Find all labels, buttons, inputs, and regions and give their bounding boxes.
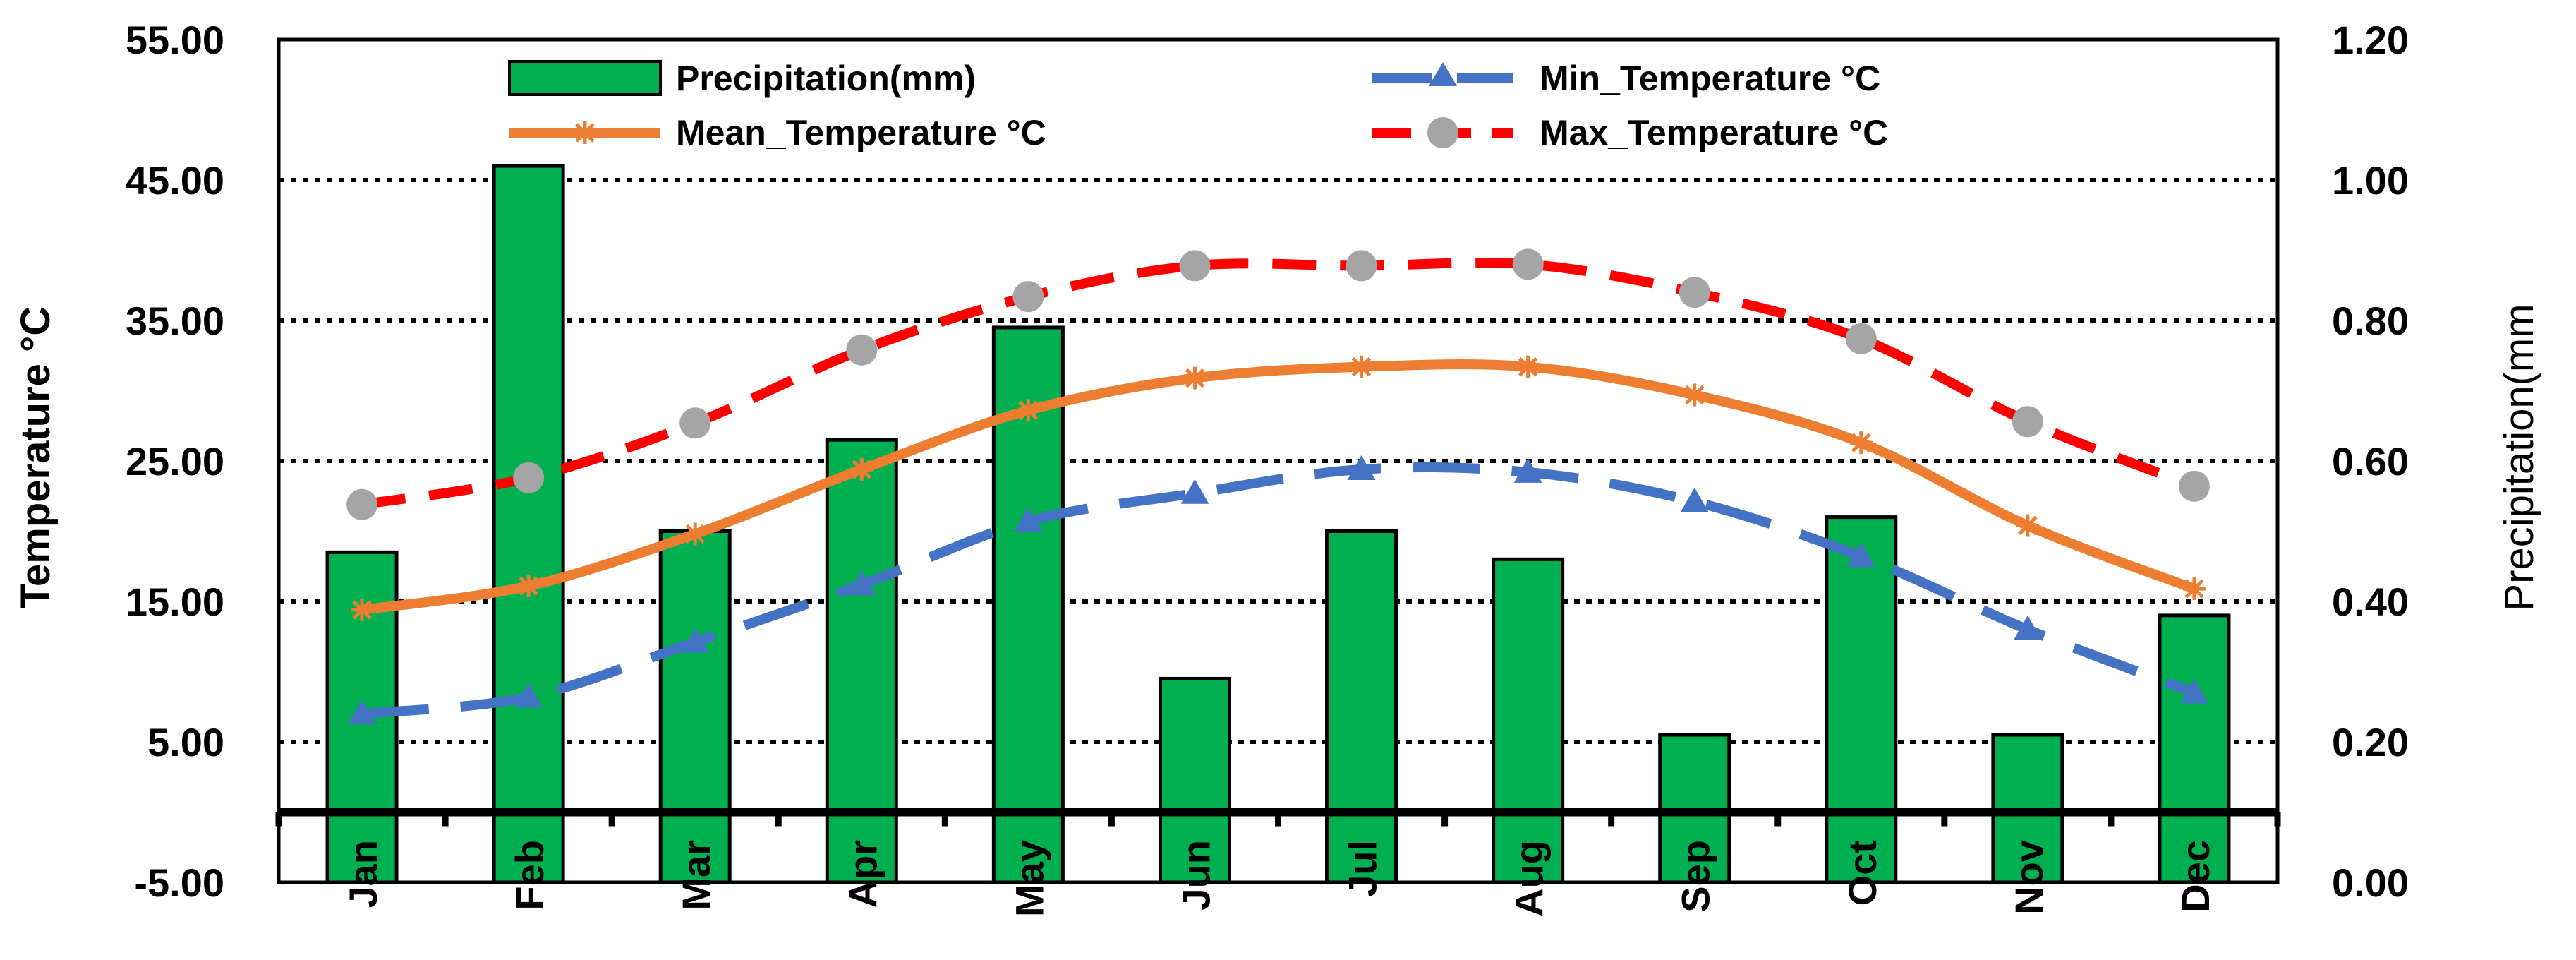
legend-swatch-precipitation (508, 60, 662, 96)
mean-temperature-c-marker-oct (1849, 431, 1873, 455)
mean-temperature-c-marker-nov (2016, 514, 2039, 537)
max-temperature-c-marker-aug (1512, 248, 1544, 280)
max-temperature-c-marker-feb (513, 462, 545, 493)
min-temperature-c-marker-sep (1680, 487, 1709, 512)
mean-temperature-c-marker-jan (351, 598, 374, 621)
mean-temperature-c-marker-may (1017, 399, 1040, 422)
y-left-axis-title: Temperature °C (13, 306, 59, 608)
max-temperature-c-line (361, 258, 2196, 510)
min-temperature-c-marker-nov (2013, 615, 2042, 640)
max-temperature-c-marker-apr (846, 334, 878, 366)
x-tick-label-jun: Jun (1173, 840, 1218, 911)
mean-temperature-c-line (361, 359, 2196, 615)
precipitation-bar-oct (1825, 515, 1898, 884)
temperature-lines (346, 248, 2210, 725)
mean-temperature-c-marker-dec (2182, 577, 2206, 601)
x-tick-label-sep: Sep (1674, 840, 1718, 913)
y-left-tick-label-6: -5.00 (134, 860, 224, 905)
min-temperature-c-marker-feb (514, 683, 543, 708)
x-tick-label-aug: Aug (1507, 840, 1552, 917)
precipitation-bar-dec (2158, 613, 2231, 884)
legend-marker-max-temperature (1427, 117, 1458, 148)
precipitation-bar-mar (658, 529, 732, 884)
axes: 55.00 45.00 35.00 25.00 15.00 5.00 -5.00 1.20 1.… (126, 18, 2409, 917)
legend-item-precipitation: Precipitation(mm) (508, 59, 976, 98)
mean-temperature-c-marker-jul (1350, 355, 1373, 378)
mean-temperature-c-marker-apr (850, 457, 873, 481)
x-tick-label-feb: Feb (507, 840, 552, 911)
min-temperature-c-marker-jun (1180, 479, 1209, 504)
max-temperature-c-marker-nov (2012, 406, 2043, 438)
legend: Precipitation(mm) Min_Temperature °C Mea… (508, 59, 1888, 152)
y-right-tick-label-0: 1.20 (2332, 18, 2409, 62)
zero-line-layer (275, 808, 2281, 827)
max-temperature-c-marker-sep (1679, 277, 1710, 308)
min-temperature-c-marker-apr (847, 570, 876, 596)
legend-label-min-temperature: Min_Temperature °C (1540, 59, 1880, 98)
x-tick-label-jan: Jan (341, 840, 385, 908)
mean-temperature-c-marker-aug (1516, 355, 1540, 378)
max-temperature-c-marker-mar (679, 407, 711, 439)
legend-item-min-temperature: Min_Temperature °C (1372, 59, 1880, 98)
min-temperature-c-marker-dec (2179, 678, 2208, 704)
y-left-tick-label-0: 55.00 (126, 18, 224, 62)
y-right-tick-label-5: 0.20 (2332, 720, 2409, 764)
y-right-tick-label-6: 0.00 (2332, 860, 2409, 905)
max-temperature-c-marker-jul (1346, 250, 1377, 282)
legend-marker-min-temperature (1429, 62, 1457, 86)
legend-label-max-temperature: Max_Temperature °C (1540, 113, 1888, 152)
mean-temperature-c-marker-sep (1683, 383, 1706, 407)
legend-label-mean-temperature: Mean_Temperature °C (676, 113, 1046, 152)
precipitation-bar-jul (1325, 529, 1398, 884)
y-left-tick-label-4: 15.00 (126, 580, 224, 624)
y-right-axis-title: Precipitation(mm (2496, 304, 2542, 611)
y-right-tick-label-4: 0.40 (2332, 580, 2409, 624)
x-tick-label-mar: Mar (674, 840, 718, 911)
x-tick-label-nov: Nov (2007, 840, 2051, 915)
min-temperature-c-line (361, 462, 2196, 719)
legend-item-max-temperature: Max_Temperature °C (1372, 113, 1888, 152)
x-tick-label-may: May (1007, 840, 1051, 917)
y-left-tick-label-5: 5.00 (147, 720, 224, 764)
min-temperature-c-marker-may (1014, 507, 1043, 532)
min-temperature-c-marker-jan (348, 700, 377, 725)
plot-area-border (277, 37, 2280, 884)
min-temperature-c-marker-mar (681, 628, 710, 653)
y-left-tick-label-1: 45.00 (126, 158, 224, 203)
precipitation-bar-aug (1492, 557, 1565, 884)
precipitation-bars (325, 164, 2231, 884)
max-temperature-c-marker-dec (2178, 470, 2210, 502)
y-left-tick-label-2: 35.00 (126, 299, 224, 343)
legend-label-precipitation: Precipitation(mm) (676, 59, 976, 98)
y-right-tick-label-2: 0.80 (2332, 299, 2409, 343)
plot-frame (277, 37, 2280, 884)
max-temperature-c-marker-may (1012, 281, 1044, 313)
max-temperature-c-marker-jan (346, 488, 378, 520)
x-tick-label-apr: Apr (840, 840, 885, 908)
max-temperature-c-marker-oct (1845, 323, 1877, 354)
legend-marker-mean-temperature (574, 121, 596, 144)
gridlines (279, 178, 2278, 744)
x-tick-label-oct: Oct (1840, 840, 1885, 906)
mean-temperature-c-marker-feb (517, 575, 540, 598)
y-left-tick-label-3: 25.00 (126, 439, 224, 484)
min-temperature-c-marker-jul (1347, 455, 1376, 480)
min-temperature-c-marker-oct (1846, 542, 1875, 568)
x-tick-label-dec: Dec (2173, 840, 2218, 913)
legend-item-mean-temperature: Mean_Temperature °C (509, 113, 1046, 152)
mean-temperature-c-marker-mar (684, 522, 707, 546)
x-tick-label-jul: Jul (1341, 840, 1385, 897)
y-right-tick-label-3: 0.60 (2332, 439, 2409, 484)
y-right-tick-label-1: 1.00 (2332, 158, 2409, 203)
min-temperature-c-marker-aug (1513, 457, 1542, 483)
mean-temperature-c-marker-jun (1183, 366, 1207, 390)
precipitation-bar-jun (1158, 676, 1231, 884)
max-temperature-c-marker-jun (1179, 250, 1211, 282)
precipitation-bar-feb (492, 164, 565, 884)
